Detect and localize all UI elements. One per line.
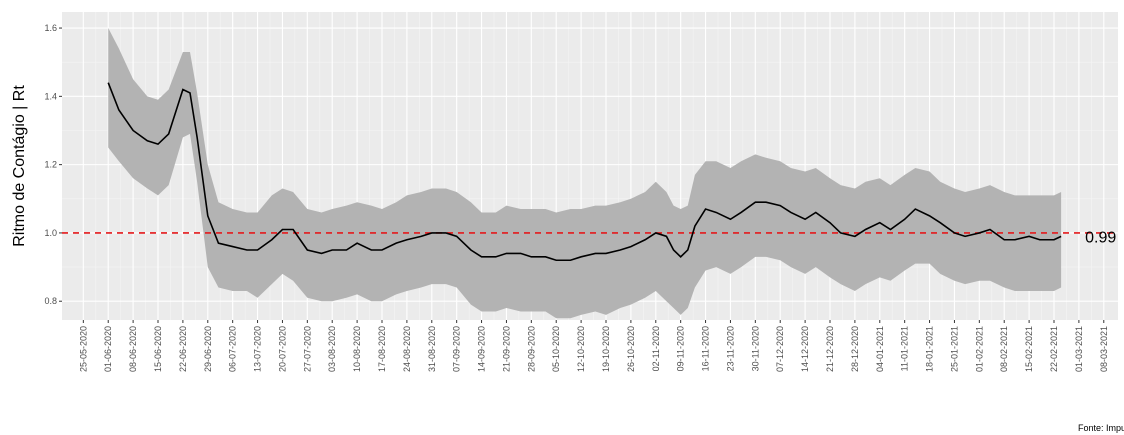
x-tick-label: 01-02-2021 xyxy=(974,326,984,372)
x-tick-label: 11-01-2021 xyxy=(900,326,910,371)
source: Fonte: Impulso xyxy=(1078,423,1124,433)
x-tick-label: 08-06-2020 xyxy=(128,326,138,372)
x-tick-label: 01-03-2021 xyxy=(1074,326,1084,372)
y-tick-label: 0.8 xyxy=(44,296,57,306)
y-tick-label: 1.6 xyxy=(44,23,57,33)
x-tick-label: 03-08-2020 xyxy=(327,326,337,372)
x-tick-label: 02-11-2020 xyxy=(651,326,661,371)
x-tick-label: 30-11-2020 xyxy=(750,326,760,371)
x-tick-label: 23-11-2020 xyxy=(725,326,735,371)
x-tick-label: 22-06-2020 xyxy=(178,326,188,372)
x-tick-label: 18-01-2021 xyxy=(925,326,935,372)
x-tick-label: 06-07-2020 xyxy=(228,326,238,372)
x-tick-label: 17-08-2020 xyxy=(377,326,387,372)
x-tick-label: 26-10-2020 xyxy=(626,326,636,372)
x-tick-label: 16-11-2020 xyxy=(701,326,711,371)
x-tick-label: 15-02-2021 xyxy=(1024,326,1034,372)
x-tick-label: 21-12-2020 xyxy=(825,326,835,372)
x-tick-label: 31-08-2020 xyxy=(427,326,437,372)
x-tick-label: 09-11-2020 xyxy=(676,326,686,371)
x-tick-label: 14-09-2020 xyxy=(477,326,487,372)
x-tick-label: 08-03-2021 xyxy=(1099,326,1109,372)
x-tick-label: 07-12-2020 xyxy=(775,326,785,372)
x-tick-label: 20-07-2020 xyxy=(277,326,287,372)
x-tick-label: 24-08-2020 xyxy=(402,326,412,372)
rt-line xyxy=(107,82,1062,262)
x-tick-label: 05-10-2020 xyxy=(551,326,561,372)
end-label: 0.99 xyxy=(1085,229,1116,246)
y-tick-label: 1.0 xyxy=(44,228,57,238)
x-tick-label: 08-02-2021 xyxy=(999,326,1009,372)
x-tick-label: 04-01-2021 xyxy=(875,326,885,372)
x-tick-label: 25-01-2021 xyxy=(949,326,959,372)
x-tick-label: 27-07-2020 xyxy=(302,326,312,372)
x-tick-label: 07-09-2020 xyxy=(452,326,462,372)
x-tick-label: 28-12-2020 xyxy=(850,326,860,372)
x-tick-label: 28-09-2020 xyxy=(526,326,536,372)
x-tick-label: 10-08-2020 xyxy=(352,326,362,372)
y-tick-label: 1.4 xyxy=(44,91,57,101)
y-axis-label: Ritmo de Contágio | Rt xyxy=(11,85,28,247)
x-tick-label: 29-06-2020 xyxy=(203,326,213,372)
x-tick-label: 21-09-2020 xyxy=(501,326,511,372)
x-tick-label: 22-02-2021 xyxy=(1049,326,1059,372)
x-tick-label: 19-10-2020 xyxy=(601,326,611,372)
confidence-band xyxy=(108,28,1062,319)
x-tick-label: 15-06-2020 xyxy=(153,326,163,372)
x-tick-label: 14-12-2020 xyxy=(800,326,810,372)
y-tick-label: 1.2 xyxy=(44,160,57,170)
x-tick-label: 01-06-2020 xyxy=(103,326,113,372)
x-tick-label: 13-07-2020 xyxy=(253,326,263,372)
x-tick-label: 25-05-2020 xyxy=(78,326,88,372)
x-tick-label: 12-10-2020 xyxy=(576,326,586,372)
